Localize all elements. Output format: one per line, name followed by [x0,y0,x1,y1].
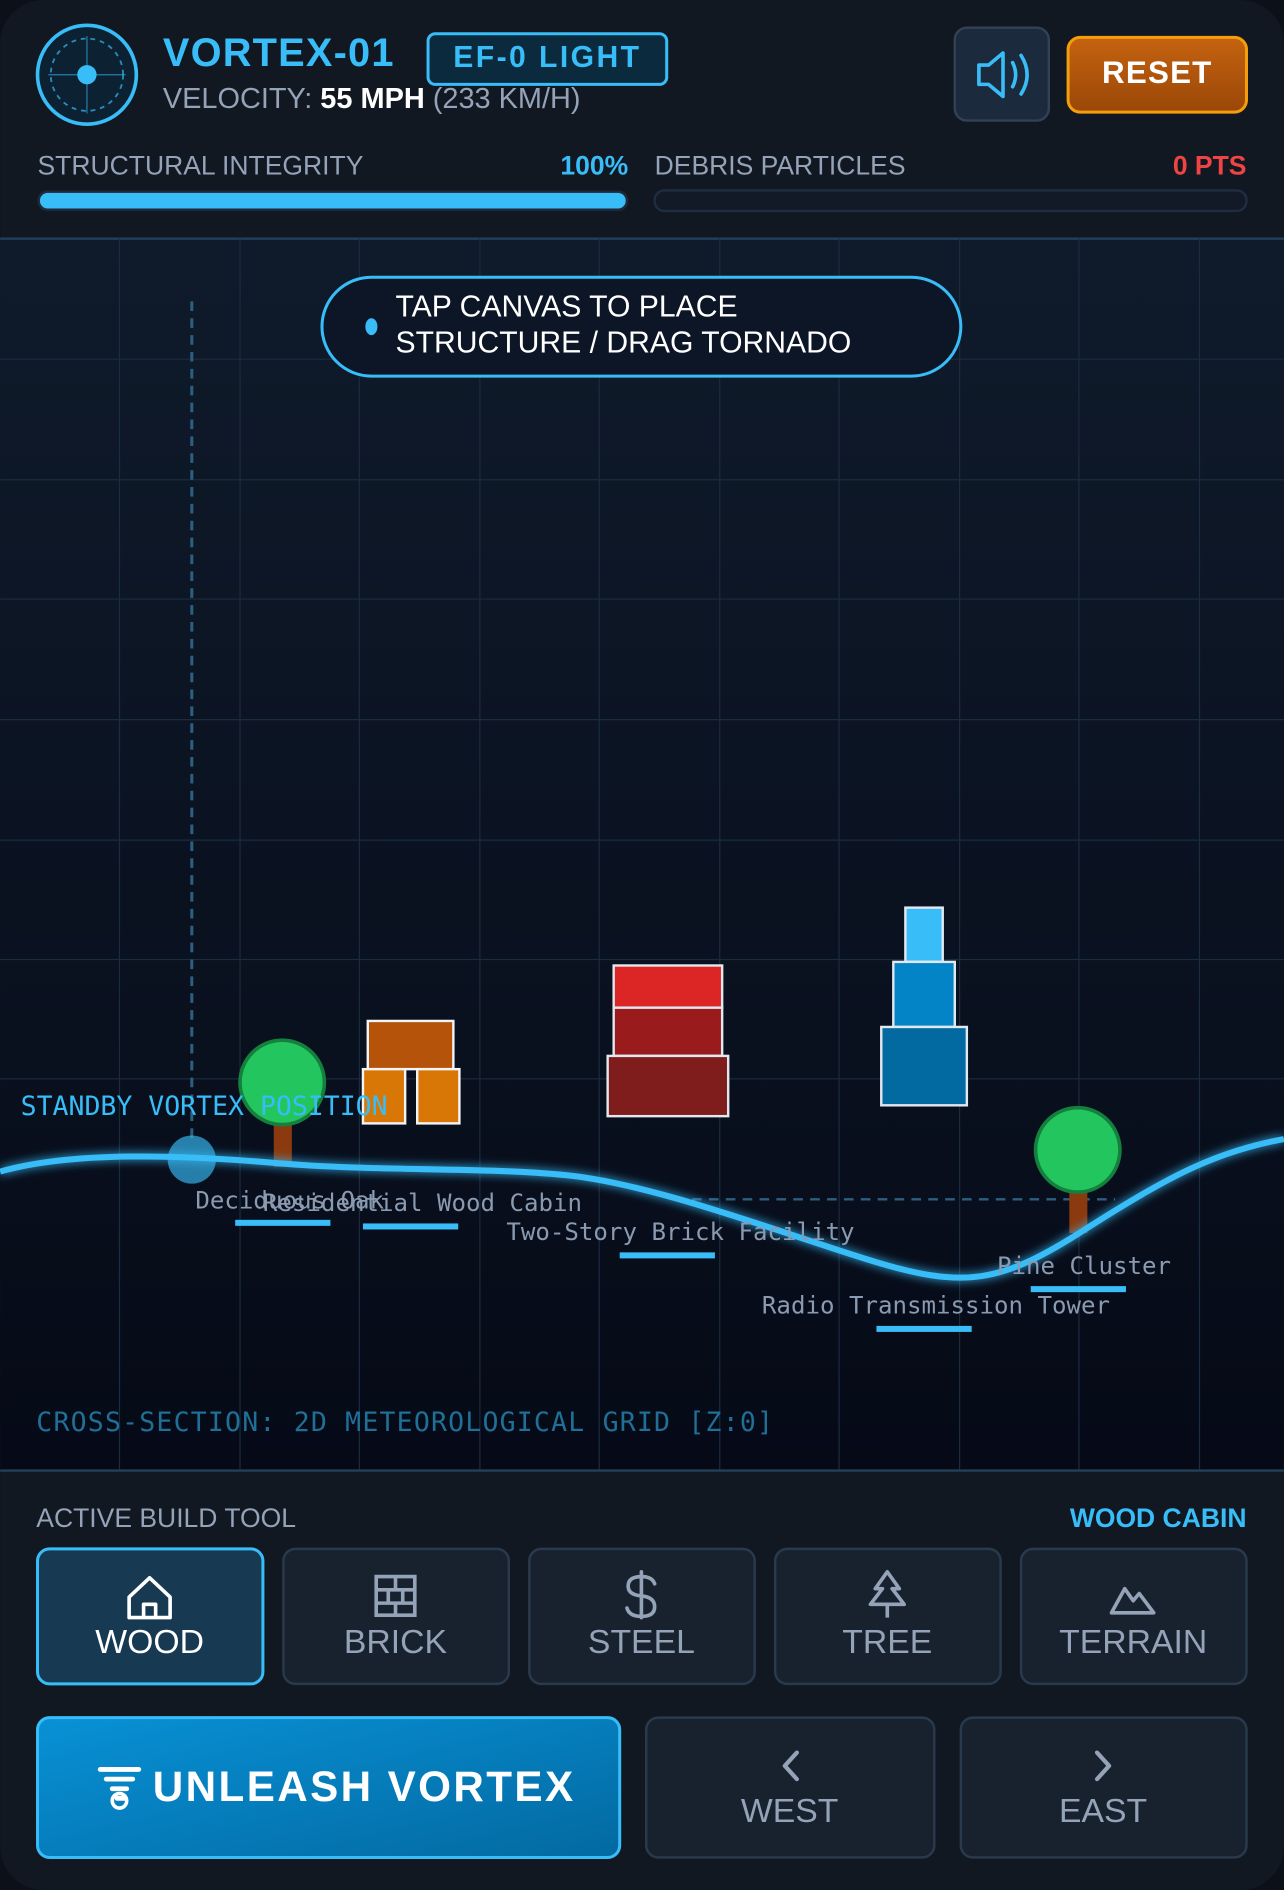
tool-name: WOOD [95,1623,204,1661]
badge-box [426,32,669,86]
tool-name: BRICK [344,1623,448,1661]
debris-value: 0 PTS [1173,151,1247,181]
unleash-label: UNLEASH VORTEX [153,1763,576,1810]
tool-button[interactable]: WOOD [36,1547,265,1686]
vortex-label: STANDBY VORTEX POSITION [21,1091,388,1122]
structure-label: Radio Transmission Tower [762,1292,1110,1320]
velocity-kmh: (233 KM/H) [433,83,581,115]
unleash-button[interactable]: UNLEASH VORTEX [36,1716,622,1859]
badge: EF-0 LIGHT [453,41,641,74]
hint-line: STRUCTURE / DRAG TORNADO [396,327,852,360]
brick-facility [606,964,730,1118]
reset-button[interactable]: RESET [1066,35,1248,114]
reset-label: RESET [1102,55,1212,90]
west-button[interactable]: WEST [645,1716,936,1859]
debris-label: DEBRIS PARTICLES [655,151,906,181]
grid [0,238,1284,1471]
east-button[interactable]: EAST [959,1716,1248,1859]
structure-label: Residential Wood Cabin [263,1189,582,1217]
wood-cabin [361,1019,461,1125]
structure-label: Two-Story Brick Facility [506,1218,854,1246]
velocity-label: VELOCITY: [163,83,312,115]
simulation-canvas[interactable] [0,238,1284,1471]
sound-button[interactable] [953,26,1051,122]
tool-name: TERRAIN [1059,1623,1207,1661]
velocity-mph: 55 MPH [320,83,424,115]
canvas-footer: CROSS-SECTION: 2D METEOROLOGICAL GRID [Z… [36,1407,774,1438]
radio-tower [880,906,969,1107]
integrity-value: 100% [560,151,628,181]
structure-label: Deciduous Oak [195,1187,384,1215]
terrain-line [0,1136,1284,1281]
integrity-fill [39,192,626,209]
west-label: WEST [741,1792,839,1830]
velocity: VELOCITY: 55 MPH (233 KM/H) [163,83,581,115]
structure-label: Pine Cluster [997,1252,1171,1280]
pine-tree [1033,1105,1122,1234]
tool-name: TREE [842,1623,932,1661]
east-label: EAST [1059,1792,1147,1830]
debris-track [653,189,1248,213]
hint-pill: TAP CANVAS TO PLACE STRUCTURE / DRAG TOR… [320,275,963,378]
hint-line: TAP CANVAS TO PLACE [396,291,738,324]
tool-button[interactable]: TERRAIN [1019,1547,1248,1686]
integrity-label: STRUCTURAL INTEGRITY [38,151,364,181]
vortex-handle[interactable] [167,1135,216,1184]
tool-button[interactable]: STEEL [528,1547,756,1686]
structure-labels: Deciduous Oak Residential Wood Cabin Two… [195,1187,1171,1320]
tool-button[interactable]: BRICK [282,1547,511,1686]
oak-tree [238,1038,327,1167]
active-tool: WOOD CABIN [1070,1503,1247,1533]
tool-button[interactable]: TREE [773,1547,1002,1686]
structure-bases [235,1219,1126,1332]
tool-name: STEEL [588,1623,695,1661]
logo [35,23,139,126]
title: VORTEX-01 [163,31,395,75]
tool-label: ACTIVE BUILD TOOL [36,1503,296,1533]
